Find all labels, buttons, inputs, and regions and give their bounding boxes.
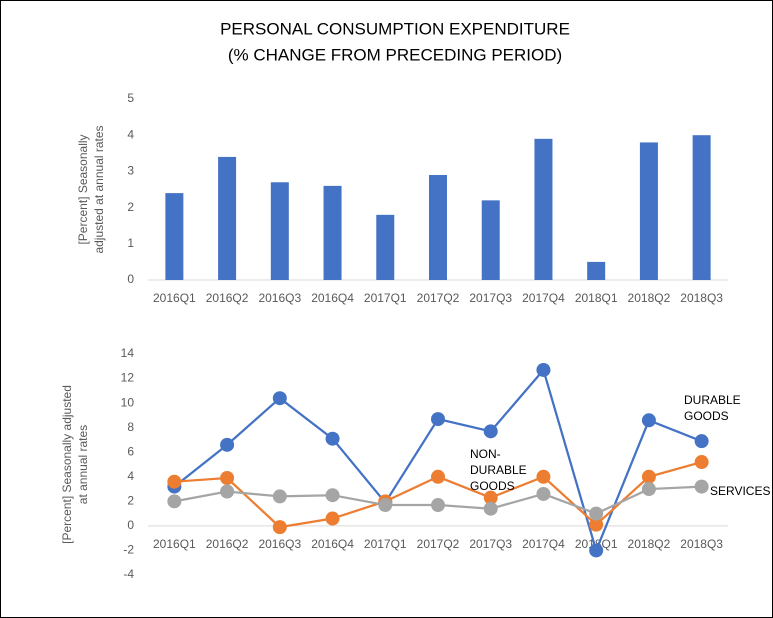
- y-tick-label: 5: [127, 91, 134, 105]
- y-axis-label: [Percent] Seasonally: [76, 134, 90, 244]
- series-marker: [589, 543, 604, 558]
- x-tick-label: 2017Q3: [469, 291, 512, 305]
- series-marker: [272, 391, 287, 406]
- series-marker: [220, 471, 235, 486]
- series-marker: [431, 412, 445, 427]
- x-tick-label: 2017Q2: [417, 291, 460, 305]
- series-marker: [641, 482, 656, 497]
- x-tick-label: 2018Q1: [575, 291, 618, 305]
- series-marker: [167, 494, 182, 509]
- y-tick-label: 4: [127, 127, 134, 141]
- x-tick-label: 2018Q3: [680, 537, 723, 551]
- series-marker: [536, 469, 551, 484]
- y-tick-label: 8: [127, 420, 134, 434]
- y-tick-label: 0: [127, 518, 134, 532]
- bar: [639, 142, 658, 280]
- series-marker: [220, 437, 235, 452]
- x-tick-label: 2016Q4: [311, 291, 354, 305]
- y-tick-label: 4: [127, 469, 134, 483]
- series-marker: [641, 413, 656, 428]
- series-marker: [483, 501, 498, 516]
- x-tick-label: 2017Q1: [364, 537, 407, 551]
- x-tick-label: 2017Q3: [469, 537, 512, 551]
- x-tick-label: 2017Q1: [364, 291, 407, 305]
- series-marker: [325, 511, 340, 526]
- series-marker: [220, 484, 235, 499]
- series-marker: [589, 506, 604, 521]
- bar: [270, 182, 289, 280]
- bar: [429, 175, 447, 280]
- bar: [587, 261, 606, 280]
- x-tick-label: 2018Q3: [680, 291, 723, 305]
- chart-title: PERSONAL CONSUMPTION EXPENDITURE: [220, 19, 570, 38]
- y-tick-label: 12: [121, 371, 135, 385]
- x-tick-label: 2016Q2: [206, 291, 249, 305]
- series-marker: [694, 479, 709, 494]
- series-marker: [694, 434, 709, 449]
- series-marker: [694, 455, 709, 470]
- y-tick-label: 0: [127, 272, 134, 286]
- series-marker: [272, 489, 287, 504]
- series-marker: [536, 362, 551, 377]
- bar: [376, 214, 395, 280]
- y-tick-label: -4: [123, 567, 134, 581]
- bar: [165, 193, 184, 280]
- series-marker: [589, 517, 604, 532]
- series-marker: [641, 469, 656, 484]
- series-label: SERVICES: [710, 484, 771, 498]
- y-tick-label: 2: [127, 494, 134, 508]
- y-tick-label: 14: [121, 346, 135, 360]
- x-tick-label: 2017Q2: [417, 537, 460, 551]
- x-tick-label: 2018Q2: [628, 291, 671, 305]
- bar: [534, 138, 553, 280]
- series-marker: [378, 498, 393, 513]
- y-tick-label: 1: [127, 236, 134, 250]
- y-tick-label: -2: [123, 543, 134, 557]
- series-marker: [325, 488, 340, 503]
- x-tick-label: 2016Q3: [258, 537, 301, 551]
- y-tick-label: 3: [127, 164, 134, 178]
- bar: [218, 156, 237, 280]
- y-tick-label: 10: [121, 395, 135, 409]
- y-axis-label: adjusted at annual rates: [92, 125, 106, 253]
- series-marker: [167, 474, 182, 489]
- x-tick-label: 2017Q4: [522, 291, 565, 305]
- series-marker: [272, 520, 287, 535]
- y-axis-label: at annual rates: [76, 425, 90, 504]
- series-marker: [431, 498, 445, 513]
- bar: [323, 185, 342, 280]
- series-label: DURABLE GOODS: [684, 393, 741, 423]
- series-marker: [536, 486, 551, 501]
- series-marker: [483, 490, 498, 505]
- bar: [481, 200, 500, 280]
- x-tick-label: 2016Q1: [153, 291, 196, 305]
- series-marker: [325, 431, 340, 446]
- chart-subtitle: (% CHANGE FROM PRECEDING PERIOD): [228, 45, 562, 64]
- series-marker: [483, 424, 498, 439]
- x-tick-label: 2016Q4: [311, 537, 354, 551]
- series-marker: [431, 469, 445, 484]
- y-tick-label: 2: [127, 200, 134, 214]
- y-tick-label: 6: [127, 444, 134, 458]
- x-tick-label: 2016Q2: [206, 537, 249, 551]
- series-label: NON-DURABLE GOODS: [470, 447, 527, 493]
- y-axis-label: [Percent] Seasonally adjusted: [60, 385, 74, 544]
- x-tick-label: 2016Q1: [153, 537, 196, 551]
- x-tick-label: 2017Q4: [522, 537, 565, 551]
- x-tick-label: 2018Q2: [628, 537, 671, 551]
- x-tick-label: 2016Q3: [258, 291, 301, 305]
- bar: [692, 135, 711, 280]
